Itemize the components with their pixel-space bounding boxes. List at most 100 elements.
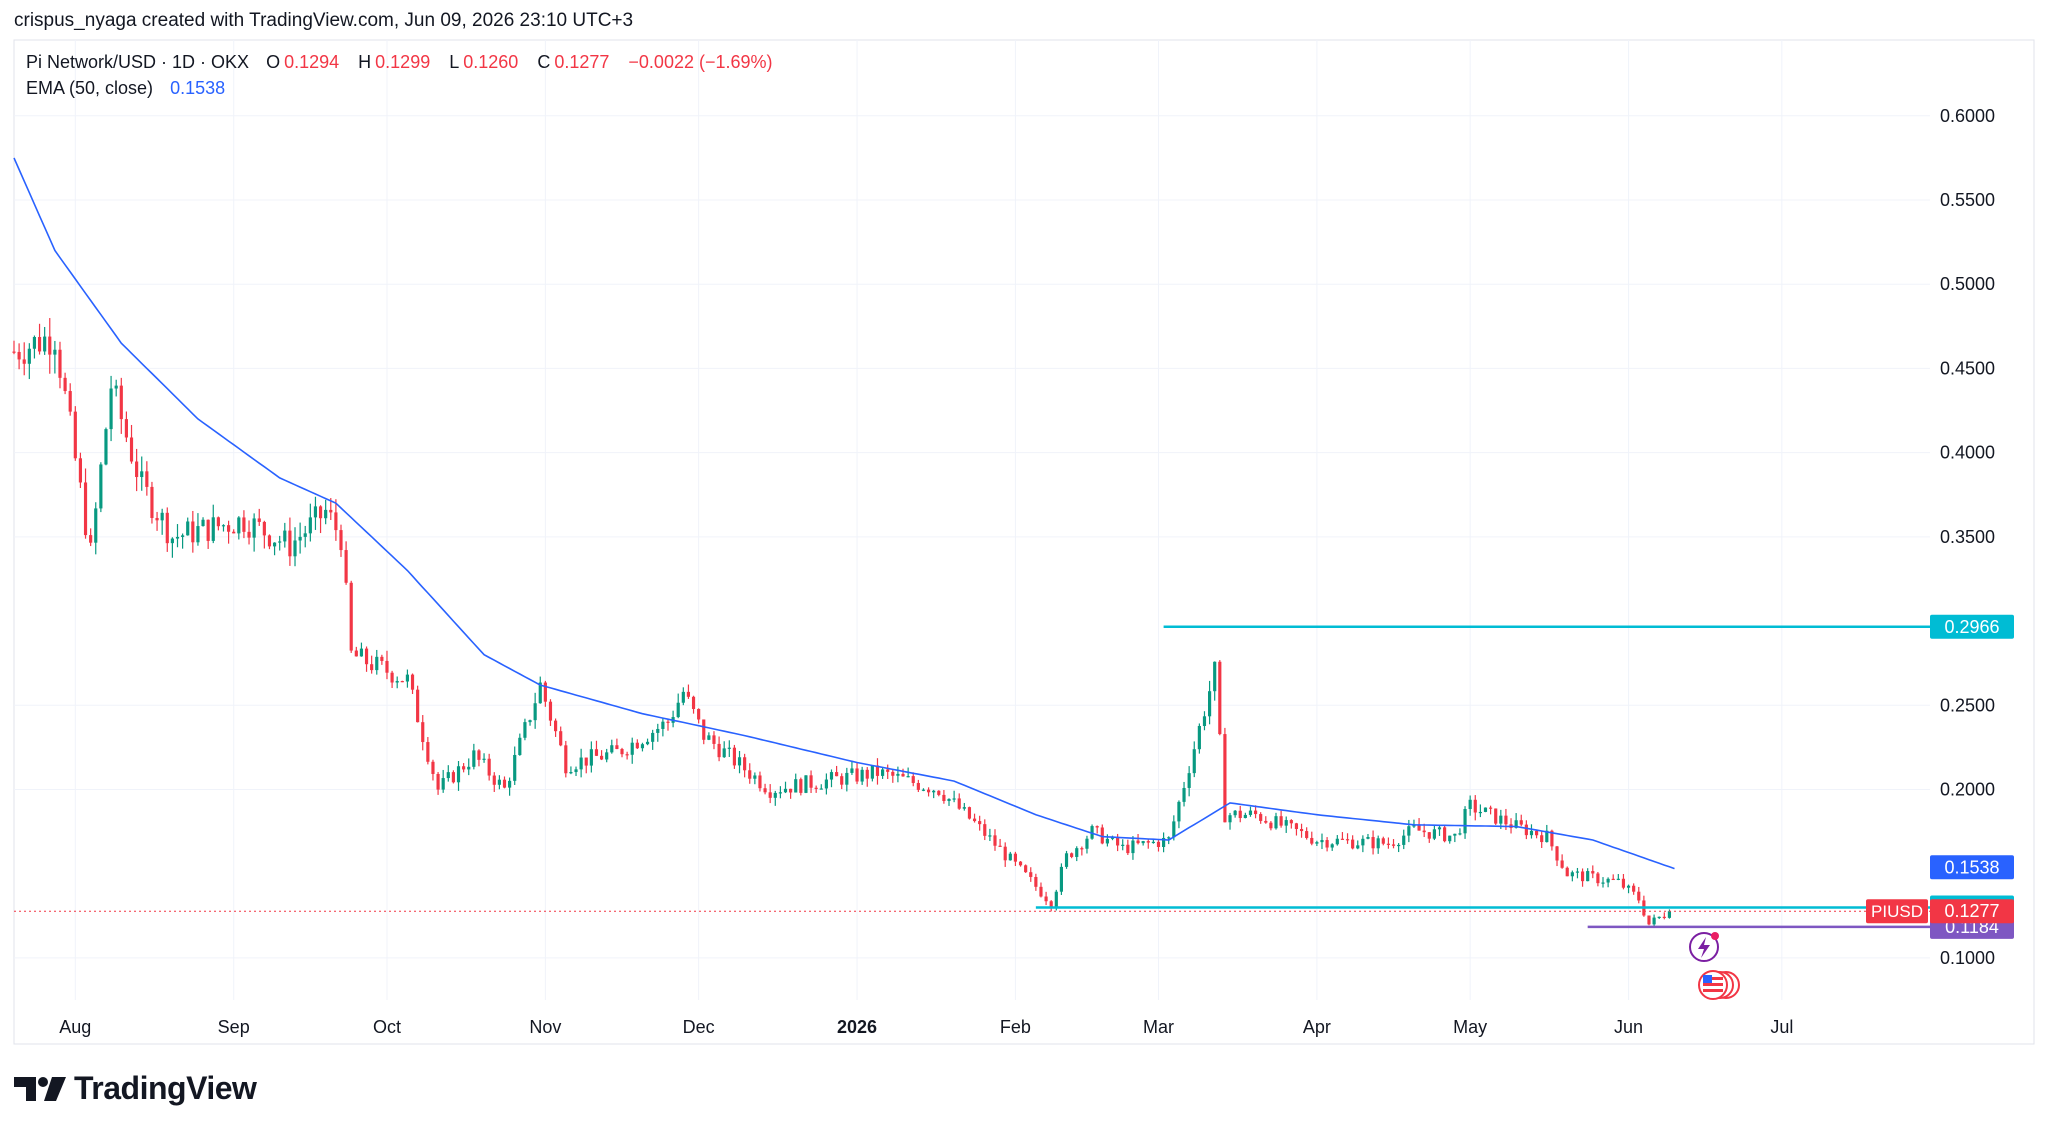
candle-up <box>753 775 757 779</box>
candle-down <box>620 749 624 755</box>
candle-down <box>421 722 425 743</box>
time-axis[interactable]: Aug Sep Oct Nov Dec 2026 Feb Mar Apr May Jun Jul <box>59 1017 1793 1037</box>
candle-down <box>462 766 466 770</box>
event-markers[interactable] <box>1689 932 1740 1000</box>
candle-down <box>17 351 21 360</box>
candle-down <box>1637 891 1641 901</box>
candle-down <box>768 792 772 798</box>
price-axis[interactable]: 0.6000 0.5500 0.5000 0.4500 0.4000 0.3500 0.25… <box>1940 106 1995 968</box>
candle-down <box>891 771 895 776</box>
candle-down <box>1381 838 1385 844</box>
candle-up <box>513 754 517 781</box>
ema-legend[interactable]: EMA (50, close) 0.1538 <box>26 78 229 99</box>
candle-up <box>1402 835 1406 845</box>
candle-down <box>1340 838 1345 840</box>
candle-down <box>809 775 813 788</box>
candle-up <box>881 769 885 776</box>
candle-down <box>487 758 491 776</box>
candle-down <box>1080 848 1084 850</box>
candle-up <box>1483 807 1488 812</box>
candle-down <box>1473 799 1477 813</box>
candle-up <box>1131 840 1135 854</box>
candle-up <box>221 525 226 527</box>
candle-down <box>1070 853 1074 857</box>
candle-down <box>257 518 261 522</box>
candle-down <box>691 696 696 709</box>
candle-down <box>748 770 752 779</box>
candle-down <box>390 672 394 683</box>
candle-down <box>1100 827 1104 844</box>
candle-up <box>1141 841 1145 844</box>
candle-down <box>712 735 716 744</box>
ticker-tag-text: PIUSD <box>1871 902 1923 921</box>
candle-down <box>119 385 123 420</box>
candle-down <box>1565 867 1569 877</box>
candle-down <box>697 708 701 720</box>
candle-up <box>1356 845 1360 849</box>
candle-up <box>681 691 685 703</box>
candle-down <box>666 721 670 723</box>
candle-down <box>89 535 93 543</box>
candle-down <box>1238 810 1242 819</box>
open-label: O <box>266 52 281 72</box>
candle-down <box>416 689 420 723</box>
open-value: 0.1294 <box>284 52 340 72</box>
candle-down <box>1611 878 1615 881</box>
candle-down <box>886 769 890 772</box>
ema-price-label-text: 0.1538 <box>1944 857 1999 877</box>
candle-up <box>170 538 174 544</box>
candle-down <box>426 742 430 762</box>
candle-up <box>467 766 471 770</box>
candle-down <box>12 351 16 353</box>
ema-label[interactable]: EMA (50, close) <box>26 78 154 98</box>
candle-down <box>1223 734 1227 823</box>
candle-up <box>589 749 593 766</box>
high-label: H <box>358 52 372 72</box>
candle-down <box>1218 661 1222 735</box>
tradingview-logo[interactable]: TradingView <box>14 1070 257 1107</box>
y-tick-label: 0.5500 <box>1940 190 1995 210</box>
candle-down <box>436 773 440 790</box>
candle-up <box>293 540 297 557</box>
candle-up <box>43 336 47 352</box>
candle-down <box>477 750 481 760</box>
candle-up <box>27 348 31 364</box>
candle-down <box>763 788 767 793</box>
symbol-legend[interactable]: Pi Network/USD · 1D · OKX O 0.1294 H 0.129… <box>26 52 777 73</box>
symbol-name[interactable]: Pi Network/USD · 1D · OKX <box>26 52 250 72</box>
tradingview-logo-icon <box>14 1076 66 1101</box>
candle-down <box>967 807 972 819</box>
last-price-label-text: 0.1277 <box>1944 901 1999 921</box>
candle-up <box>1397 844 1401 847</box>
candle-down <box>993 835 997 846</box>
candle-up <box>1616 878 1620 880</box>
candle-up <box>804 775 808 793</box>
candle-down <box>1489 807 1493 809</box>
candle-up <box>574 769 578 773</box>
candle-down <box>875 765 880 776</box>
candle-up <box>283 530 287 542</box>
candle-up <box>201 519 205 527</box>
x-tick-label: Dec <box>683 1017 715 1037</box>
flag-stripe-2 <box>1703 983 1723 986</box>
candle-up <box>1468 799 1472 809</box>
candle-down <box>1632 885 1636 892</box>
candle-up <box>472 750 476 767</box>
resistance-price-tag <box>1930 614 2014 639</box>
candle-up <box>737 757 742 766</box>
candle-down <box>1095 826 1099 828</box>
grid <box>14 40 1930 1000</box>
candle-up <box>1529 830 1534 836</box>
candle-down <box>1279 816 1283 826</box>
candle-down <box>492 775 496 785</box>
x-tick-label: Sep <box>218 1017 250 1037</box>
ema-value: 0.1538 <box>170 78 226 98</box>
candle-down <box>855 768 859 782</box>
horizontal-lines[interactable] <box>14 625 1930 929</box>
candle-up <box>630 742 634 755</box>
candle-up <box>1499 815 1503 824</box>
candle-down <box>998 845 1002 847</box>
candle-down <box>625 754 629 756</box>
candle-up <box>196 526 200 543</box>
